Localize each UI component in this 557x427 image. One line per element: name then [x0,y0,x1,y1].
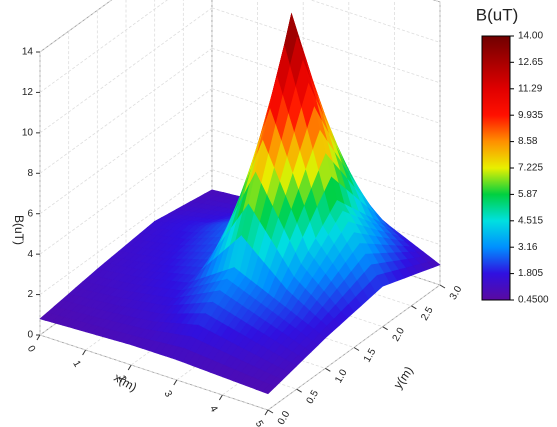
grid-line [211,47,441,124]
z-tick-label: 8 [27,168,33,179]
x-axis-label: x(m) [112,370,140,394]
y-tick-label: 2.5 [419,305,436,323]
grid-line [309,0,441,43]
y-tick-label: 0.5 [305,388,322,406]
colorbar-tick-label: 9.935 [518,110,543,121]
colorbar-tick-label: 5.87 [518,189,538,200]
z-tick-label: 2 [27,289,33,300]
y-tick [382,326,388,331]
y-tick-label: 0.0 [276,409,293,427]
x-tick-label: 4 [207,404,220,415]
y-tick-label: 1.0 [333,367,350,385]
colorbar-tick-label: 11.29 [518,83,543,94]
colorbar-tick-label: 4.515 [518,215,543,226]
x-tick-label: 1 [70,359,83,370]
y-tick [325,367,331,372]
x-tick [264,409,269,416]
y-tick [353,347,360,351]
z-axis-label: B(uT) [12,215,26,245]
x-tick [36,334,41,341]
colorbar-tick-label: 8.58 [518,136,538,147]
x-tick-label: 3 [162,389,175,400]
colorbar [481,35,511,301]
y-tick-label: 2.0 [391,326,408,344]
x-tick [82,349,87,356]
y-tick [411,305,417,310]
z-tick-label: 4 [27,249,33,260]
surface-patch [261,384,276,395]
grid-line [211,7,441,84]
z-tick-label: 0 [27,330,33,341]
colorbar-tick-label: 3.16 [518,242,538,253]
x-tick [173,379,178,386]
colorbar-tick-label: 14.00 [518,31,543,42]
x-tick-label: 2 [116,374,129,385]
z-tick-label: 10 [22,127,34,138]
y-tick-label: 3.0 [448,284,465,302]
y-tick [267,409,274,414]
grid-line [39,334,269,411]
colorbar-tick-label: 0.4500 [518,295,549,306]
x-tick-label: 0 [25,344,38,355]
x-tick [127,364,132,371]
z-tick-label: 14 [22,47,34,58]
z-tick-label: 12 [22,87,34,98]
colorbar-tick-label: 7.225 [518,163,543,174]
colorbar-tick-label: 12.65 [518,57,543,68]
y-tick [296,388,302,393]
z-tick-label: 6 [27,208,33,219]
y-tick-label: 1.5 [362,346,379,364]
surface [39,12,441,395]
y-axis-label: y(m) [391,364,416,392]
colorbar-tick-label: 1.805 [518,268,543,279]
x-tick-label: 5 [253,419,266,427]
x-tick [218,394,223,401]
colorbar-title: B(uT) [476,5,519,24]
y-tick [439,284,446,289]
